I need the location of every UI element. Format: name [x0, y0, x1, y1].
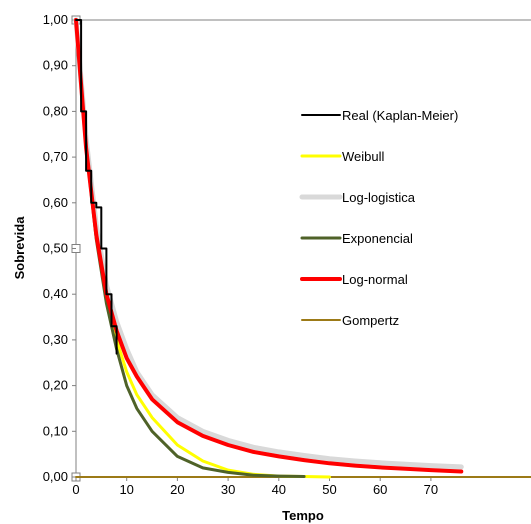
legend-label: Real (Kaplan-Meier) — [342, 108, 458, 123]
x-tick-label: 20 — [170, 482, 184, 497]
series-line-log-logistica — [73, 17, 464, 470]
x-axis: 0 10 20 30 40 50 60 70 — [72, 477, 438, 497]
legend-label: Log-logistica — [342, 190, 416, 205]
y-tick-label: 0,10 — [43, 423, 68, 438]
x-tick-label: 10 — [119, 482, 133, 497]
plot-area — [71, 15, 531, 482]
y-tick-label: 0,50 — [43, 241, 68, 256]
y-tick-label: 0,30 — [43, 332, 68, 347]
series-line-log-normal — [74, 18, 464, 474]
legend-label: Log-normal — [342, 272, 408, 287]
y-axis: 0,00 0,10 0,20 0,30 0,40 0,50 0,60 0,70 0,80 0,90… — [43, 12, 76, 484]
x-tick-label: 50 — [322, 482, 336, 497]
legend-label: Exponencial — [342, 231, 413, 246]
series-line-weibull — [74, 18, 331, 479]
y-axis-title: Sobrevida — [12, 216, 27, 280]
series-layer — [73, 17, 531, 479]
y-tick-label: 0,70 — [43, 149, 68, 164]
y-tick-label: 0,80 — [43, 103, 68, 118]
y-tick-label: 0,40 — [43, 286, 68, 301]
x-tick-label: 70 — [424, 482, 438, 497]
y-tick-label: 0,90 — [43, 58, 68, 73]
y-tick-label: 1,00 — [43, 12, 68, 27]
y-tick-label: 0,60 — [43, 195, 68, 210]
legend-label: Weibull — [342, 149, 385, 164]
y-tick-label: 0,00 — [43, 469, 68, 484]
x-tick-label: 60 — [373, 482, 387, 497]
x-tick-label: 40 — [272, 482, 286, 497]
y-tick-label: 0,20 — [43, 378, 68, 393]
legend: Real (Kaplan-Meier) Weibull Log-logistica E… — [299, 108, 458, 328]
x-tick-label: 30 — [221, 482, 235, 497]
x-tick-label: 0 — [72, 482, 79, 497]
legend-label: Gompertz — [342, 313, 399, 328]
series-line-real-kaplan-meier — [75, 19, 118, 355]
series-line-exponencial — [74, 18, 306, 478]
x-axis-title: Tempo — [282, 508, 324, 523]
